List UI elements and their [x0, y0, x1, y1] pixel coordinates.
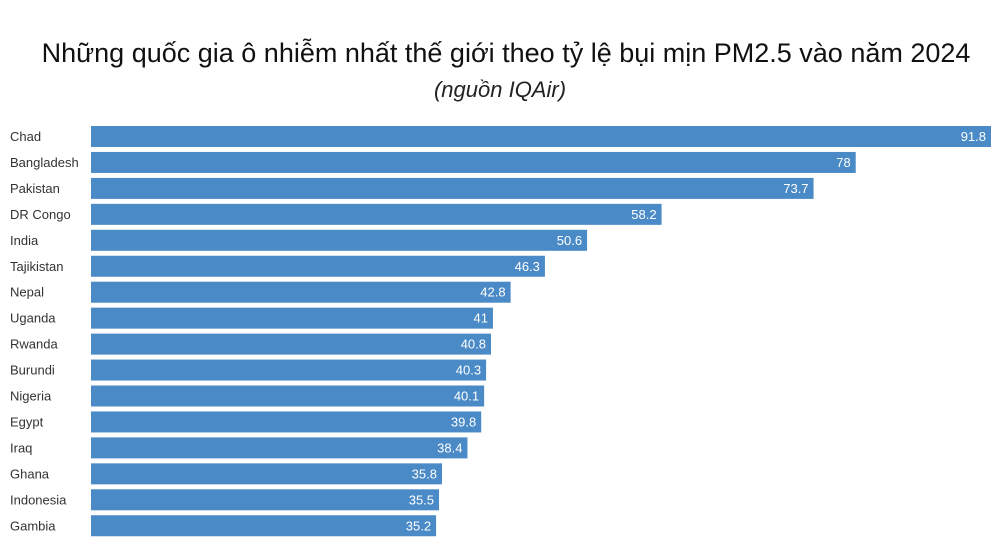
value-label: 50.6	[557, 233, 582, 248]
value-label: 46.3	[515, 259, 540, 274]
bar	[91, 463, 442, 485]
value-label: 35.2	[406, 518, 431, 533]
category-label: Rwanda	[10, 337, 58, 352]
value-label: 40.3	[456, 363, 481, 378]
bar	[91, 281, 511, 303]
bar	[91, 177, 814, 199]
value-label: 40.8	[461, 337, 486, 352]
chart-subtitle: (nguồn IQAir)	[433, 77, 567, 102]
value-label: 35.5	[409, 492, 434, 507]
bar	[91, 359, 487, 381]
bar	[91, 255, 545, 277]
bar	[91, 515, 437, 537]
category-label: Uganda	[10, 311, 56, 326]
category-label: India	[10, 233, 39, 248]
category-label: Egypt	[10, 414, 44, 429]
category-label: Bangladesh	[10, 155, 79, 170]
value-label: 91.8	[961, 129, 986, 144]
category-label: Nepal	[10, 285, 44, 300]
bar	[91, 126, 991, 147]
value-label: 58.2	[631, 207, 656, 222]
value-label: 42.8	[480, 285, 505, 300]
bar	[91, 229, 588, 251]
bar	[91, 437, 468, 459]
category-label: Chad	[10, 129, 41, 144]
bar	[91, 333, 491, 355]
value-label: 73.7	[783, 181, 808, 196]
value-label: 39.8	[451, 414, 476, 429]
bar	[91, 489, 440, 511]
category-label: Tajikistan	[10, 259, 63, 274]
value-label: 41	[473, 311, 487, 326]
bar	[91, 203, 662, 225]
category-label: DR Congo	[10, 207, 71, 222]
bar	[91, 151, 856, 173]
category-label: Ghana	[10, 466, 50, 481]
value-label: 38.4	[437, 440, 462, 455]
category-label: Gambia	[10, 518, 56, 533]
bar	[91, 385, 485, 407]
bar	[91, 411, 482, 433]
value-label: 35.8	[412, 466, 437, 481]
category-label: Nigeria	[10, 389, 52, 404]
category-label: Burundi	[10, 363, 55, 378]
category-label: Indonesia	[10, 492, 67, 507]
bar	[91, 307, 493, 329]
category-label: Pakistan	[10, 181, 60, 196]
category-label: Iraq	[10, 440, 32, 455]
value-label: 78	[836, 155, 850, 170]
chart-title: Những quốc gia ô nhiễm nhất thế giới the…	[41, 38, 971, 68]
value-label: 40.1	[454, 389, 479, 404]
